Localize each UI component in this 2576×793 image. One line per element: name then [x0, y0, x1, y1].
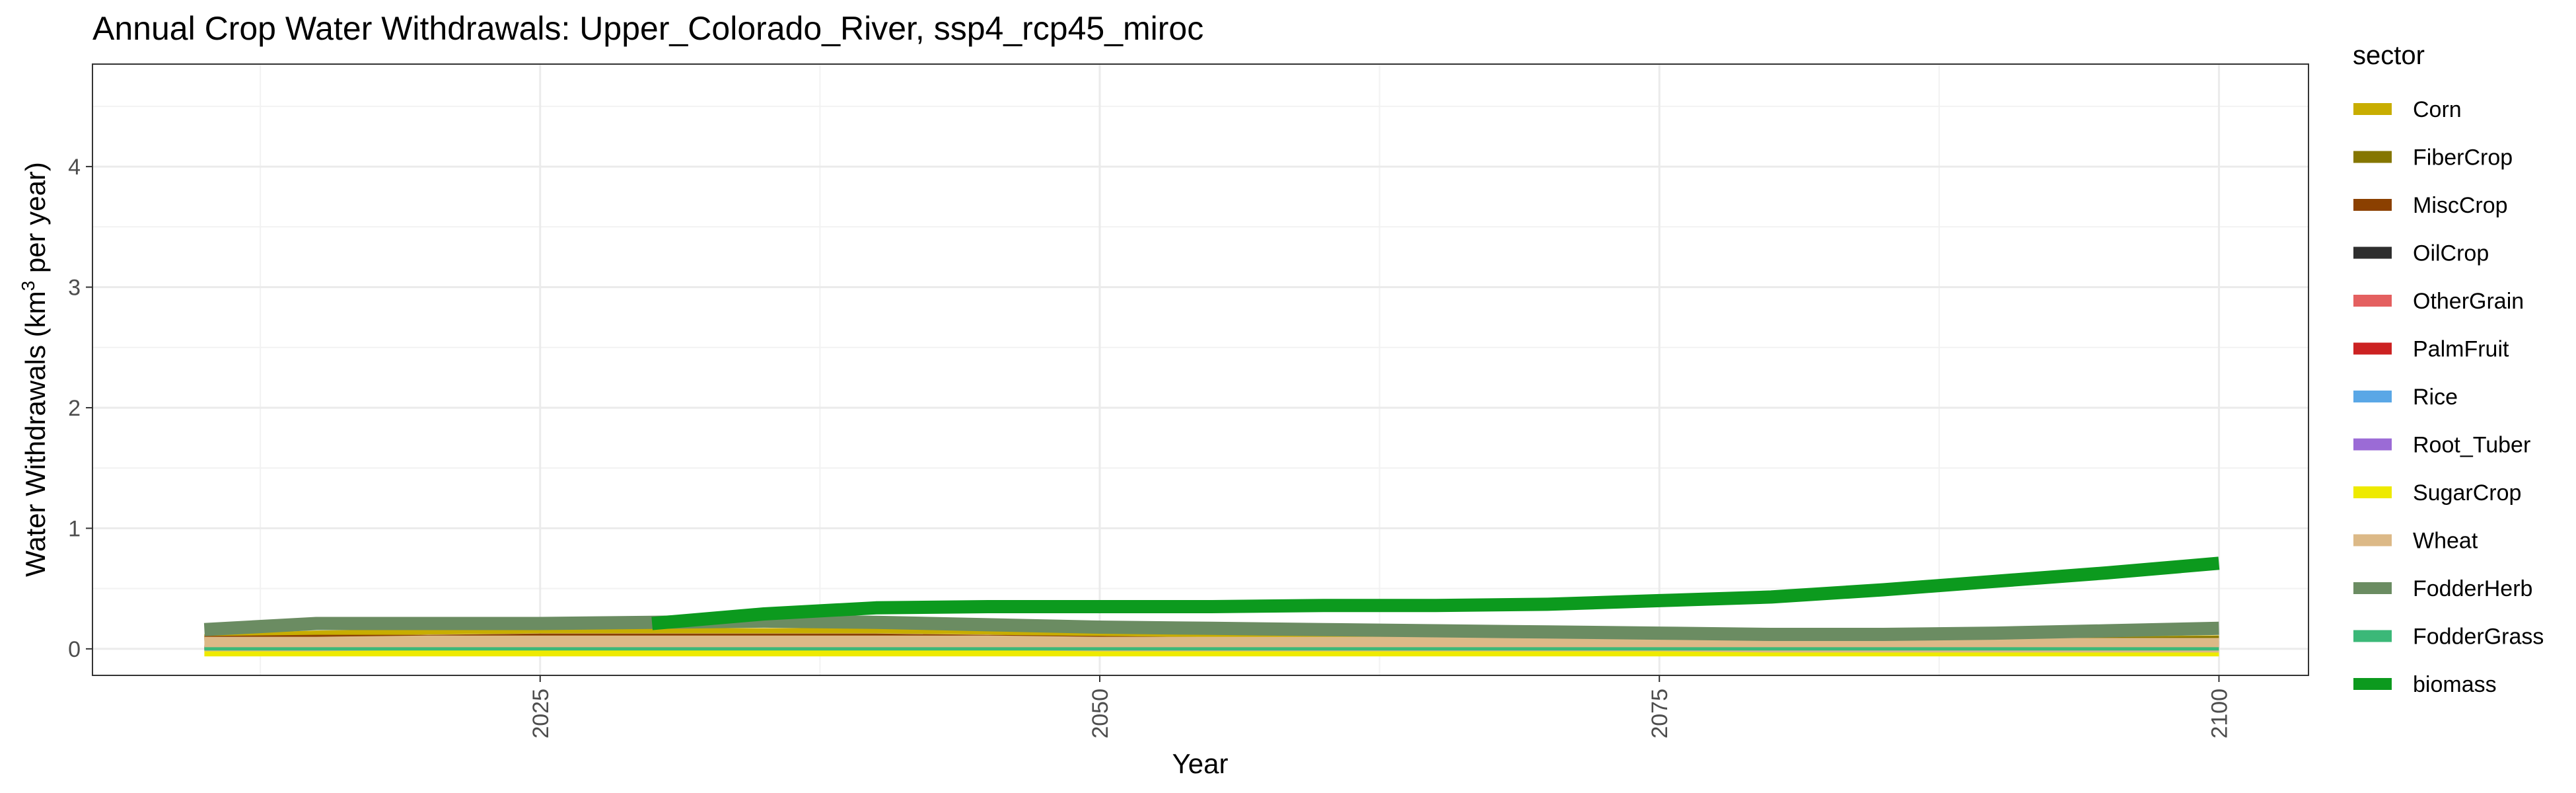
chart-title: Annual Crop Water Withdrawals: Upper_Col…	[92, 10, 1203, 47]
x-axis-title: Year	[1172, 748, 1229, 779]
y-tick-label: 0	[68, 637, 81, 662]
y-tick-label: 1	[68, 516, 81, 541]
y-tick-label: 4	[68, 155, 81, 180]
legend-label: OilCrop	[2413, 241, 2489, 266]
legend-key-sugarcrop	[2353, 486, 2392, 498]
legend-items: Corn FiberCrop MiscCrop OilCrop OtherGrain Pa…	[2353, 97, 2544, 697]
legend-label: MiscCrop	[2413, 193, 2508, 218]
legend-key-biomass	[2353, 678, 2392, 690]
y-axis: 0 1 2 3 4	[68, 155, 92, 662]
legend-key-rice	[2353, 391, 2392, 402]
series-line-wheat	[204, 635, 2219, 653]
legend-label: Corn	[2413, 97, 2462, 122]
legend-label: FiberCrop	[2413, 145, 2513, 170]
legend-key-root-tuber	[2353, 438, 2392, 451]
x-tick-label: 2025	[528, 689, 554, 739]
series-line-fodderherb	[203, 614, 2219, 641]
legend-label: SugarCrop	[2413, 480, 2521, 506]
x-tick-label: 2075	[1647, 689, 1672, 739]
legend-title: sector	[2353, 41, 2425, 70]
legend-label: PalmFruit	[2413, 337, 2509, 362]
y-tick-label: 2	[68, 396, 81, 421]
legend-label: FodderGrass	[2413, 624, 2544, 650]
legend-key-othergrain	[2353, 295, 2392, 307]
series-lines	[203, 556, 2220, 657]
legend-label: biomass	[2413, 672, 2497, 697]
series-line-biomass	[651, 556, 2220, 630]
x-tick-label: 2100	[2207, 689, 2232, 739]
legend: sector Corn FiberCrop MiscCrop OilCrop Other…	[2353, 41, 2544, 697]
y-axis-title-superscript: 3	[18, 281, 38, 291]
legend-key-palmfruit	[2353, 342, 2392, 355]
legend-label: FodderHerb	[2413, 576, 2532, 601]
legend-label: Rice	[2413, 385, 2458, 410]
legend-key-wheat	[2353, 534, 2392, 547]
y-axis-title-main: Water Withdrawals (km	[20, 291, 51, 577]
legend-label: Wheat	[2413, 529, 2478, 554]
legend-key-misccrop	[2353, 199, 2392, 211]
legend-key-oilcrop	[2353, 246, 2392, 259]
y-axis-title: Water Withdrawals (km3 per year)	[18, 162, 51, 577]
y-tick-label: 3	[68, 276, 81, 301]
legend-key-corn	[2353, 103, 2392, 115]
panel-border	[92, 63, 2309, 676]
y-axis-title-tail: per year)	[20, 162, 51, 281]
x-axis: 2025 2050 2075 2100	[528, 675, 2232, 739]
x-tick-label: 2050	[1088, 689, 1113, 739]
legend-label: OtherGrain	[2413, 289, 2524, 314]
legend-key-fibercrop	[2353, 151, 2392, 163]
legend-label: Root_Tuber	[2413, 433, 2530, 458]
legend-key-foddergrass	[2353, 630, 2392, 642]
plot-panel	[92, 63, 2309, 676]
legend-key-fodderherb	[2353, 582, 2392, 594]
